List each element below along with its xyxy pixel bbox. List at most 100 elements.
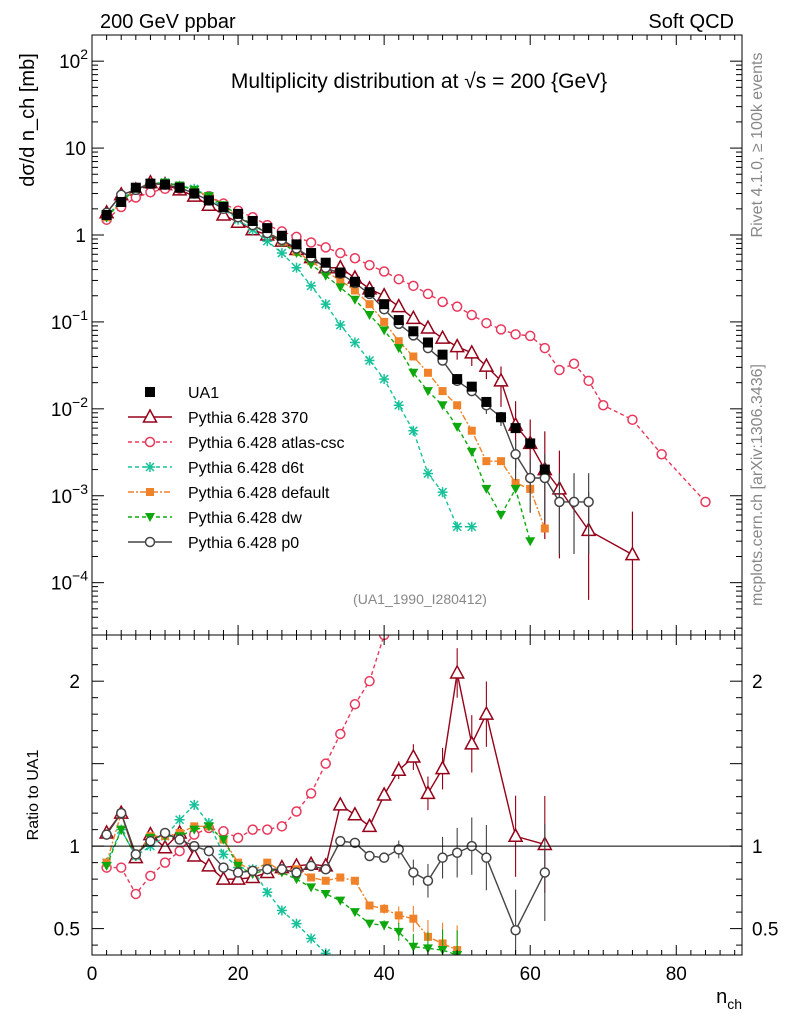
data-point (144, 436, 156, 448)
data-point (233, 208, 244, 219)
data-point (130, 182, 141, 193)
star-stroke (189, 800, 199, 810)
data-point (437, 852, 448, 863)
data-point (380, 317, 389, 326)
data-point (247, 215, 258, 226)
data-point (291, 239, 302, 250)
data-point (335, 283, 346, 293)
star-stroke (262, 887, 272, 897)
data-point (349, 699, 361, 710)
data-point (434, 760, 451, 775)
y-axis-label-text: dσ/d n_ch [mb] (17, 53, 39, 187)
star-stroke (408, 426, 418, 436)
data-point (291, 262, 302, 273)
star-stroke (277, 905, 287, 915)
series-pythia-6-428-p0 (101, 178, 594, 555)
data-point (510, 449, 521, 460)
data-point (507, 827, 524, 842)
data-point (116, 825, 127, 835)
ratio-frame (91, 634, 743, 956)
data-point (495, 324, 507, 335)
ratio-plot (98, 635, 553, 955)
data-point (218, 849, 229, 860)
data-point (186, 847, 203, 862)
data-point (449, 338, 465, 353)
data-point (437, 349, 448, 360)
data-point (203, 845, 215, 857)
data-point (174, 814, 185, 825)
data-point (320, 242, 331, 253)
data-point (291, 867, 302, 878)
data-point (393, 844, 404, 855)
star-stroke (452, 522, 462, 532)
data-point (218, 201, 229, 212)
legend-label: Pythia 6.428 p0 (188, 535, 299, 552)
data-point (478, 357, 495, 372)
data-point (467, 426, 476, 435)
data-point (142, 408, 158, 423)
legend-label: Pythia 6.428 d6t (188, 460, 304, 477)
data-point (379, 299, 390, 310)
data-point (320, 271, 331, 281)
data-point (464, 344, 480, 359)
data-point (174, 182, 185, 193)
legend: UA1 Pythia 6.428 370 Pythia 6.428 atlas-cs… (128, 385, 345, 552)
data-point (466, 521, 477, 532)
series-line (106, 181, 633, 556)
x-tick-label: 20 (227, 964, 248, 985)
data-point (568, 496, 580, 508)
data-point (481, 317, 492, 329)
legend-item: Pythia 6.428 d6t (128, 460, 304, 477)
data-point (408, 867, 419, 878)
data-point (452, 422, 463, 432)
data-point (276, 821, 288, 832)
data-point (482, 457, 491, 466)
data-point (437, 487, 448, 498)
ratio-tick-label: 0.5 (54, 920, 80, 941)
ratio-y-axis-label-text: Ratio to UA1 (25, 750, 42, 841)
data-point (159, 857, 171, 868)
star-stroke (277, 248, 287, 258)
data-point (349, 908, 360, 918)
data-point (335, 728, 346, 740)
data-point (539, 464, 550, 475)
data-point (332, 796, 349, 811)
data-point (116, 196, 127, 207)
data-point (451, 301, 463, 312)
data-point (203, 822, 214, 832)
data-point (409, 352, 418, 361)
data-point (434, 329, 451, 344)
star-stroke (438, 487, 448, 497)
data-point (364, 259, 375, 271)
data-point (349, 295, 360, 305)
ratio-y-axis-label: Ratio to UA1 (25, 750, 42, 841)
data-point (481, 484, 492, 494)
data-point (422, 468, 433, 479)
data-point (378, 266, 390, 277)
data-point (365, 300, 374, 309)
data-point (306, 933, 317, 944)
legend-label: Pythia 6.428 default (188, 485, 330, 502)
star-stroke (364, 355, 375, 366)
data-point (320, 758, 331, 769)
data-point (376, 786, 392, 801)
chart-title: Multiplicity distribution at √s = 200 {G… (231, 70, 607, 93)
data-point (174, 845, 185, 857)
data-point (276, 905, 287, 916)
data-point (232, 832, 244, 844)
data-point (306, 280, 317, 291)
legend-item: Pythia 6.428 atlas-csc (128, 435, 345, 452)
data-point (510, 423, 521, 434)
star-stroke (335, 320, 345, 330)
data-point (394, 911, 403, 920)
data-point (276, 863, 288, 875)
data-point (364, 675, 375, 687)
data-point (307, 873, 316, 882)
data-point (115, 862, 127, 873)
data-point (130, 849, 142, 860)
series-line (106, 188, 706, 503)
data-point (160, 179, 171, 190)
data-point (174, 834, 185, 845)
ratio-line (106, 672, 545, 880)
data-point (291, 806, 302, 817)
